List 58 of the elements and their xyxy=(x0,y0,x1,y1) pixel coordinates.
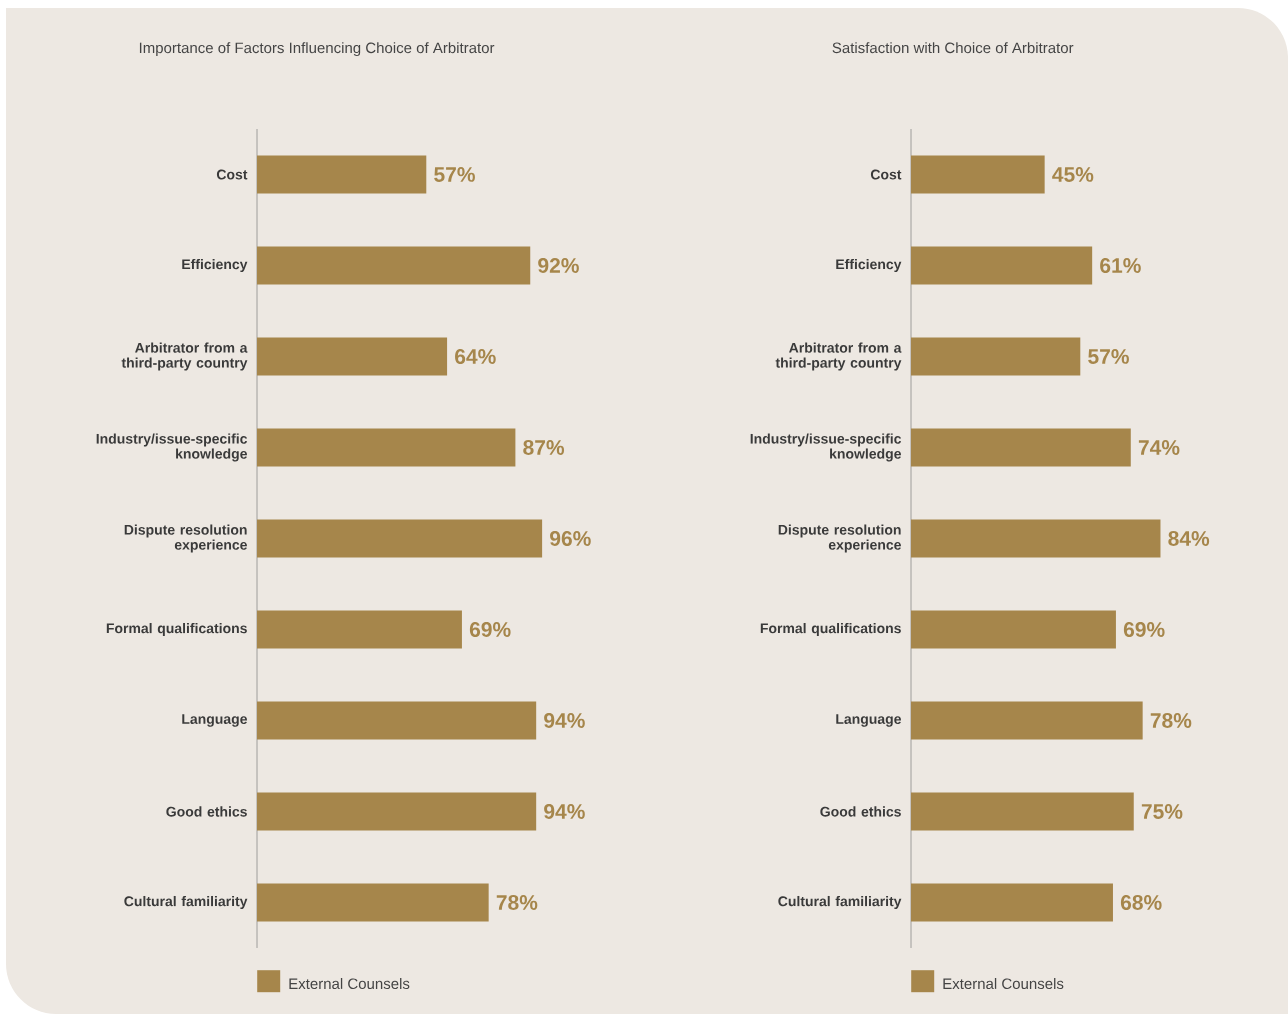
bar xyxy=(911,792,1134,831)
bar xyxy=(257,701,537,740)
data-label: 57% xyxy=(1088,349,1129,364)
y-tick-label: Formal qualifications xyxy=(106,622,247,637)
data-label: 78% xyxy=(1150,713,1192,728)
y-tick-label: Formal qualifications xyxy=(760,622,901,637)
chart-title: Importance of Factors Influencing Choice of Arbitrator xyxy=(139,42,495,57)
data-label: 96% xyxy=(550,531,591,546)
y-tick-label: Arbitrator from a third-party country xyxy=(775,342,902,371)
y-tick-label: Efficiency xyxy=(182,258,248,273)
data-label: 94% xyxy=(544,804,585,819)
y-tick-label: Arbitrator from a third-party country xyxy=(121,342,248,371)
bar xyxy=(911,701,1143,740)
bar xyxy=(257,610,462,649)
y-tick-label: Language xyxy=(182,714,247,727)
data-label: 94% xyxy=(544,713,585,728)
data-label: 78% xyxy=(496,895,538,910)
y-tick-label: Good ethics xyxy=(820,806,901,817)
bar xyxy=(911,246,1093,285)
y-tick-label: Language xyxy=(836,714,901,727)
bar xyxy=(257,155,427,194)
data-label: 69% xyxy=(1123,622,1165,637)
data-label: 87% xyxy=(523,440,565,455)
data-label: 45% xyxy=(1052,167,1094,182)
data-label: 84% xyxy=(1168,531,1210,546)
bar xyxy=(257,337,448,376)
y-tick-label: Good ethics xyxy=(166,806,247,817)
bar xyxy=(257,792,537,831)
data-label: 75% xyxy=(1141,804,1183,819)
bar xyxy=(911,428,1131,467)
bar xyxy=(257,246,531,285)
y-tick-label: Industry/issue-specific knowledge xyxy=(750,433,902,462)
bar xyxy=(911,519,1161,558)
data-label: 68% xyxy=(1120,895,1162,910)
data-label: 69% xyxy=(469,622,511,637)
bar xyxy=(911,610,1116,649)
chart-title: Satisfaction with Choice of Arbitrator xyxy=(832,42,1074,54)
data-label: 64% xyxy=(455,349,496,364)
bar xyxy=(911,337,1081,376)
data-label: 74% xyxy=(1138,440,1180,455)
data-label: 61% xyxy=(1100,258,1141,273)
legend-label: External Counsels xyxy=(943,978,1064,990)
y-tick-label: Dispute resolution experience xyxy=(778,524,901,553)
y-tick-label: Industry/issue-specific knowledge xyxy=(96,433,248,462)
bar xyxy=(257,519,543,558)
bar xyxy=(257,428,516,467)
y-tick-label: Dispute resolution experience xyxy=(124,524,247,553)
data-label: 57% xyxy=(434,167,475,182)
data-label: 92% xyxy=(538,258,579,273)
y-tick-label: Cost xyxy=(870,169,902,180)
bar xyxy=(911,883,1113,922)
y-tick-label: Cost xyxy=(216,169,248,180)
y-tick-label: Efficiency xyxy=(836,258,902,273)
y-tick-label: Cultural familiarity xyxy=(778,895,902,910)
legend-label: External Counsels xyxy=(289,978,410,990)
y-tick-label: Cultural familiarity xyxy=(124,895,248,910)
bar xyxy=(911,155,1045,194)
bar xyxy=(257,883,489,922)
